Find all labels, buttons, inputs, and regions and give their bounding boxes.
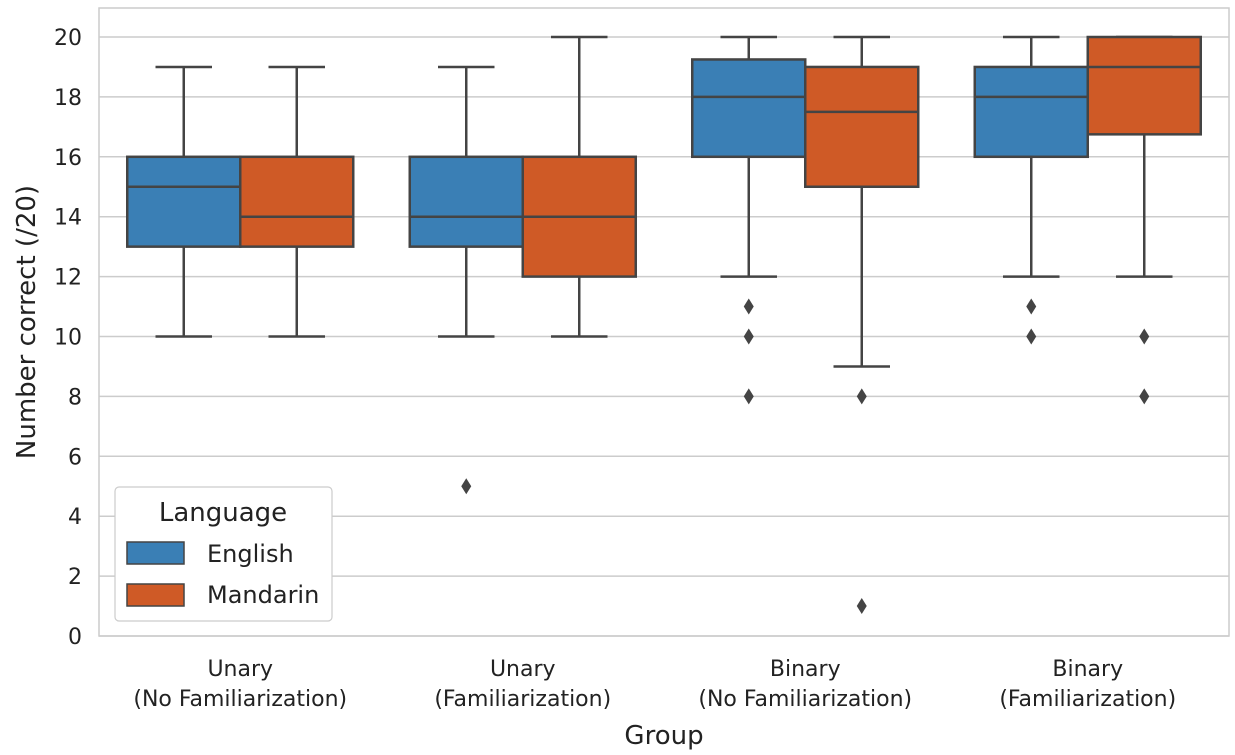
x-tick-label-line: Binary bbox=[1052, 657, 1123, 682]
legend-swatch-english bbox=[126, 541, 185, 565]
x-tick-label-line: (No Familiarization) bbox=[133, 687, 347, 712]
x-tick-label-1: Unary (Familiarization) bbox=[434, 657, 611, 712]
y-tick-label-12: 12 bbox=[54, 266, 82, 291]
y-tick-label-10: 10 bbox=[54, 326, 82, 351]
y-tick-label-4: 4 bbox=[68, 505, 82, 530]
box-iqr bbox=[804, 65, 920, 188]
x-tick-label-line: Binary bbox=[770, 657, 841, 682]
outlier-point bbox=[461, 478, 472, 495]
box-english-2 bbox=[691, 35, 807, 405]
y-axis-title: Number correct (/20) bbox=[12, 185, 42, 459]
box-mandarin-0 bbox=[239, 65, 355, 338]
x-tick-label-line: (Familiarization) bbox=[999, 687, 1176, 712]
legend-label-mandarin: Mandarin bbox=[207, 581, 319, 609]
y-tick-label-20: 20 bbox=[54, 26, 82, 51]
outlier-point bbox=[1026, 328, 1037, 345]
y-tick-label-0: 0 bbox=[68, 625, 82, 650]
outlier-point bbox=[1139, 388, 1150, 405]
boxes-layer bbox=[126, 35, 1202, 615]
outlier-point bbox=[1139, 328, 1150, 345]
outlier-point bbox=[743, 388, 754, 405]
y-tick-label-14: 14 bbox=[54, 206, 82, 231]
x-tick-label-3: Binary (Familiarization) bbox=[999, 657, 1176, 712]
box-iqr bbox=[973, 65, 1089, 159]
outlier-point bbox=[743, 328, 754, 345]
box-iqr bbox=[1086, 35, 1202, 136]
outlier-point bbox=[856, 598, 867, 615]
outlier-point bbox=[1026, 298, 1037, 315]
legend-swatch-mandarin bbox=[126, 583, 185, 607]
x-tick-label-2: Binary (No Familiarization) bbox=[698, 657, 912, 712]
box-mandarin-1 bbox=[521, 35, 637, 338]
legend-title: Language bbox=[159, 498, 287, 528]
tick-labels: 0 2 4 6 8 10 12 14 16 18 20 Unary (No Familiarizatio… bbox=[54, 26, 1176, 712]
box-iqr bbox=[691, 58, 807, 159]
outlier-point bbox=[856, 388, 867, 405]
outlier-point bbox=[743, 298, 754, 315]
legend-label-english: English bbox=[207, 540, 294, 568]
box-english-1 bbox=[408, 65, 524, 495]
y-tick-label-18: 18 bbox=[54, 86, 82, 111]
x-axis-title: Group bbox=[624, 721, 703, 751]
box-iqr bbox=[239, 155, 355, 248]
box-mandarin-2 bbox=[804, 35, 920, 615]
x-tick-label-line: (No Familiarization) bbox=[698, 687, 912, 712]
y-tick-label-16: 16 bbox=[54, 146, 82, 171]
x-tick-label-line: (Familiarization) bbox=[434, 687, 611, 712]
box-mandarin-3 bbox=[1086, 35, 1202, 405]
y-tick-label-8: 8 bbox=[68, 385, 82, 410]
y-tick-label-2: 2 bbox=[68, 565, 82, 590]
x-tick-label-0: Unary (No Familiarization) bbox=[133, 657, 347, 712]
x-tick-label-line: Unary bbox=[207, 657, 273, 682]
legend: Language English Mandarin bbox=[114, 486, 333, 622]
box-iqr bbox=[408, 155, 524, 248]
x-tick-label-line: Unary bbox=[490, 657, 556, 682]
box-iqr bbox=[126, 155, 242, 248]
plot-frame bbox=[98, 7, 1230, 637]
y-tick-label-6: 6 bbox=[68, 445, 82, 470]
box-english-0 bbox=[126, 65, 242, 338]
